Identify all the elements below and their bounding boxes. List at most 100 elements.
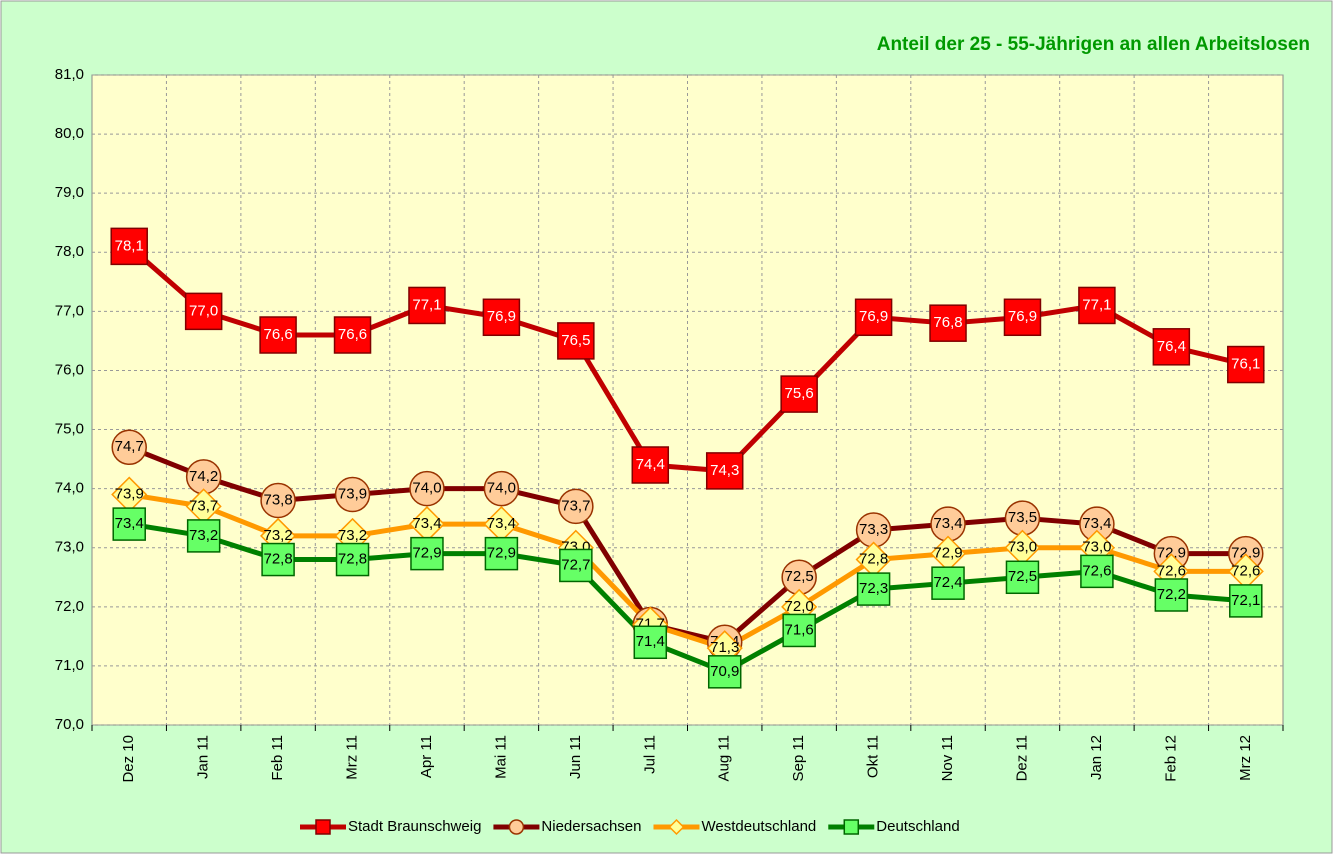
marker bbox=[1078, 286, 1116, 325]
data-label: 76,9 bbox=[1008, 308, 1037, 325]
marker bbox=[633, 625, 668, 660]
data-label: 73,2 bbox=[338, 527, 367, 544]
marker bbox=[261, 542, 295, 577]
legend-label: Niedersachsen bbox=[541, 818, 641, 835]
x-tick-label: Okt 11 bbox=[865, 735, 882, 778]
y-tick-label: 70,0 bbox=[55, 716, 84, 733]
data-label: 72,2 bbox=[1157, 586, 1186, 603]
data-label: 74,3 bbox=[710, 462, 739, 479]
chart-title: Anteil der 25 - 55-Jährigen an allen Arb… bbox=[877, 34, 1310, 55]
data-label: 72,6 bbox=[1082, 562, 1111, 579]
data-label: 73,0 bbox=[1008, 539, 1037, 556]
marker bbox=[334, 476, 371, 513]
data-label: 71,3 bbox=[710, 639, 739, 656]
data-label: 73,9 bbox=[115, 486, 144, 503]
data-label: 78,1 bbox=[115, 237, 144, 254]
x-tick-label: Jun 11 bbox=[567, 735, 584, 779]
y-tick-label: 74,0 bbox=[55, 480, 84, 497]
marker bbox=[631, 446, 670, 484]
legend-item: Niedersachsen bbox=[493, 818, 641, 835]
marker bbox=[705, 452, 744, 490]
marker bbox=[409, 470, 445, 507]
marker bbox=[1003, 298, 1042, 337]
x-tick-label: Aug 11 bbox=[716, 735, 733, 781]
marker bbox=[408, 286, 446, 325]
data-label: 72,3 bbox=[859, 580, 888, 597]
data-label: 77,0 bbox=[189, 302, 218, 319]
marker bbox=[184, 292, 223, 331]
marker bbox=[780, 375, 818, 413]
y-tick-label: 78,0 bbox=[55, 243, 84, 260]
data-label: 72,4 bbox=[933, 574, 962, 591]
marker bbox=[259, 316, 297, 354]
x-tick-label: Mai 11 bbox=[492, 735, 509, 779]
data-label: 71,6 bbox=[785, 621, 814, 638]
x-tick-label: Jan 11 bbox=[195, 735, 212, 779]
data-label: 74,0 bbox=[412, 480, 441, 497]
y-tick-label: 81,0 bbox=[55, 66, 84, 83]
marker bbox=[111, 429, 147, 466]
marker bbox=[557, 322, 595, 360]
data-label: 72,1 bbox=[1231, 592, 1260, 609]
data-label: 72,9 bbox=[1157, 545, 1186, 562]
series-line bbox=[128, 492, 1246, 651]
marker bbox=[782, 613, 816, 648]
y-tick-label: 72,0 bbox=[55, 598, 84, 615]
data-label: 73,5 bbox=[1008, 509, 1037, 526]
marker bbox=[483, 470, 520, 507]
data-label: 72,9 bbox=[487, 545, 516, 562]
x-tick-label: Jan 12 bbox=[1088, 735, 1105, 780]
marker bbox=[1080, 554, 1114, 589]
marker bbox=[1152, 328, 1191, 366]
data-label: 72,6 bbox=[1157, 562, 1186, 579]
y-tick-label: 77,0 bbox=[55, 302, 84, 319]
marker bbox=[186, 519, 221, 553]
marker bbox=[315, 819, 331, 835]
data-label: 73,8 bbox=[263, 491, 292, 508]
data-label: 70,9 bbox=[710, 663, 739, 680]
x-tick-label: Jul 11 bbox=[641, 735, 658, 774]
data-label: 73,9 bbox=[338, 486, 367, 503]
x-tick-label: Dez 11 bbox=[1013, 735, 1030, 781]
data-label: 72,5 bbox=[1008, 568, 1037, 585]
data-label: 73,4 bbox=[412, 515, 441, 532]
data-label: 72,8 bbox=[338, 551, 367, 568]
series-line bbox=[127, 244, 1247, 474]
data-label: 76,8 bbox=[933, 314, 962, 331]
marker bbox=[410, 536, 444, 571]
marker bbox=[1005, 560, 1040, 595]
data-label: 74,7 bbox=[115, 438, 144, 455]
data-label: 76,6 bbox=[338, 326, 367, 343]
marker bbox=[558, 488, 594, 525]
legend-item: Stadt Braunschweig bbox=[300, 818, 481, 835]
marker bbox=[707, 655, 742, 689]
marker bbox=[482, 298, 521, 337]
marker bbox=[1227, 345, 1265, 384]
data-label: 75,6 bbox=[785, 385, 814, 402]
x-tick-label: Feb 11 bbox=[269, 735, 286, 781]
data-label: 72,6 bbox=[1231, 562, 1260, 579]
data-label: 76,6 bbox=[263, 326, 292, 343]
y-tick-label: 79,0 bbox=[55, 184, 84, 201]
x-tick-label: Mrz 11 bbox=[344, 735, 361, 780]
data-label: 76,4 bbox=[1157, 338, 1186, 355]
x-tick-label: Apr 11 bbox=[418, 735, 435, 778]
y-tick-label: 76,0 bbox=[55, 361, 84, 378]
y-tick-label: 80,0 bbox=[55, 125, 84, 142]
marker bbox=[333, 316, 372, 354]
x-tick-label: Sep 11 bbox=[790, 735, 807, 781]
data-label: 72,5 bbox=[785, 568, 814, 585]
legend-label: Deutschland bbox=[876, 818, 959, 835]
marker bbox=[112, 507, 146, 541]
marker bbox=[854, 298, 893, 337]
data-label: 72,0 bbox=[785, 598, 814, 615]
data-label: 73,4 bbox=[933, 515, 962, 532]
y-tick-label: 75,0 bbox=[55, 421, 84, 438]
legend-item: Westdeutschland bbox=[653, 818, 816, 836]
marker bbox=[931, 566, 965, 600]
data-label: 76,5 bbox=[561, 332, 590, 349]
series-line bbox=[128, 444, 1246, 645]
data-label: 73,3 bbox=[859, 521, 888, 538]
marker bbox=[110, 227, 148, 266]
marker bbox=[1154, 578, 1189, 612]
